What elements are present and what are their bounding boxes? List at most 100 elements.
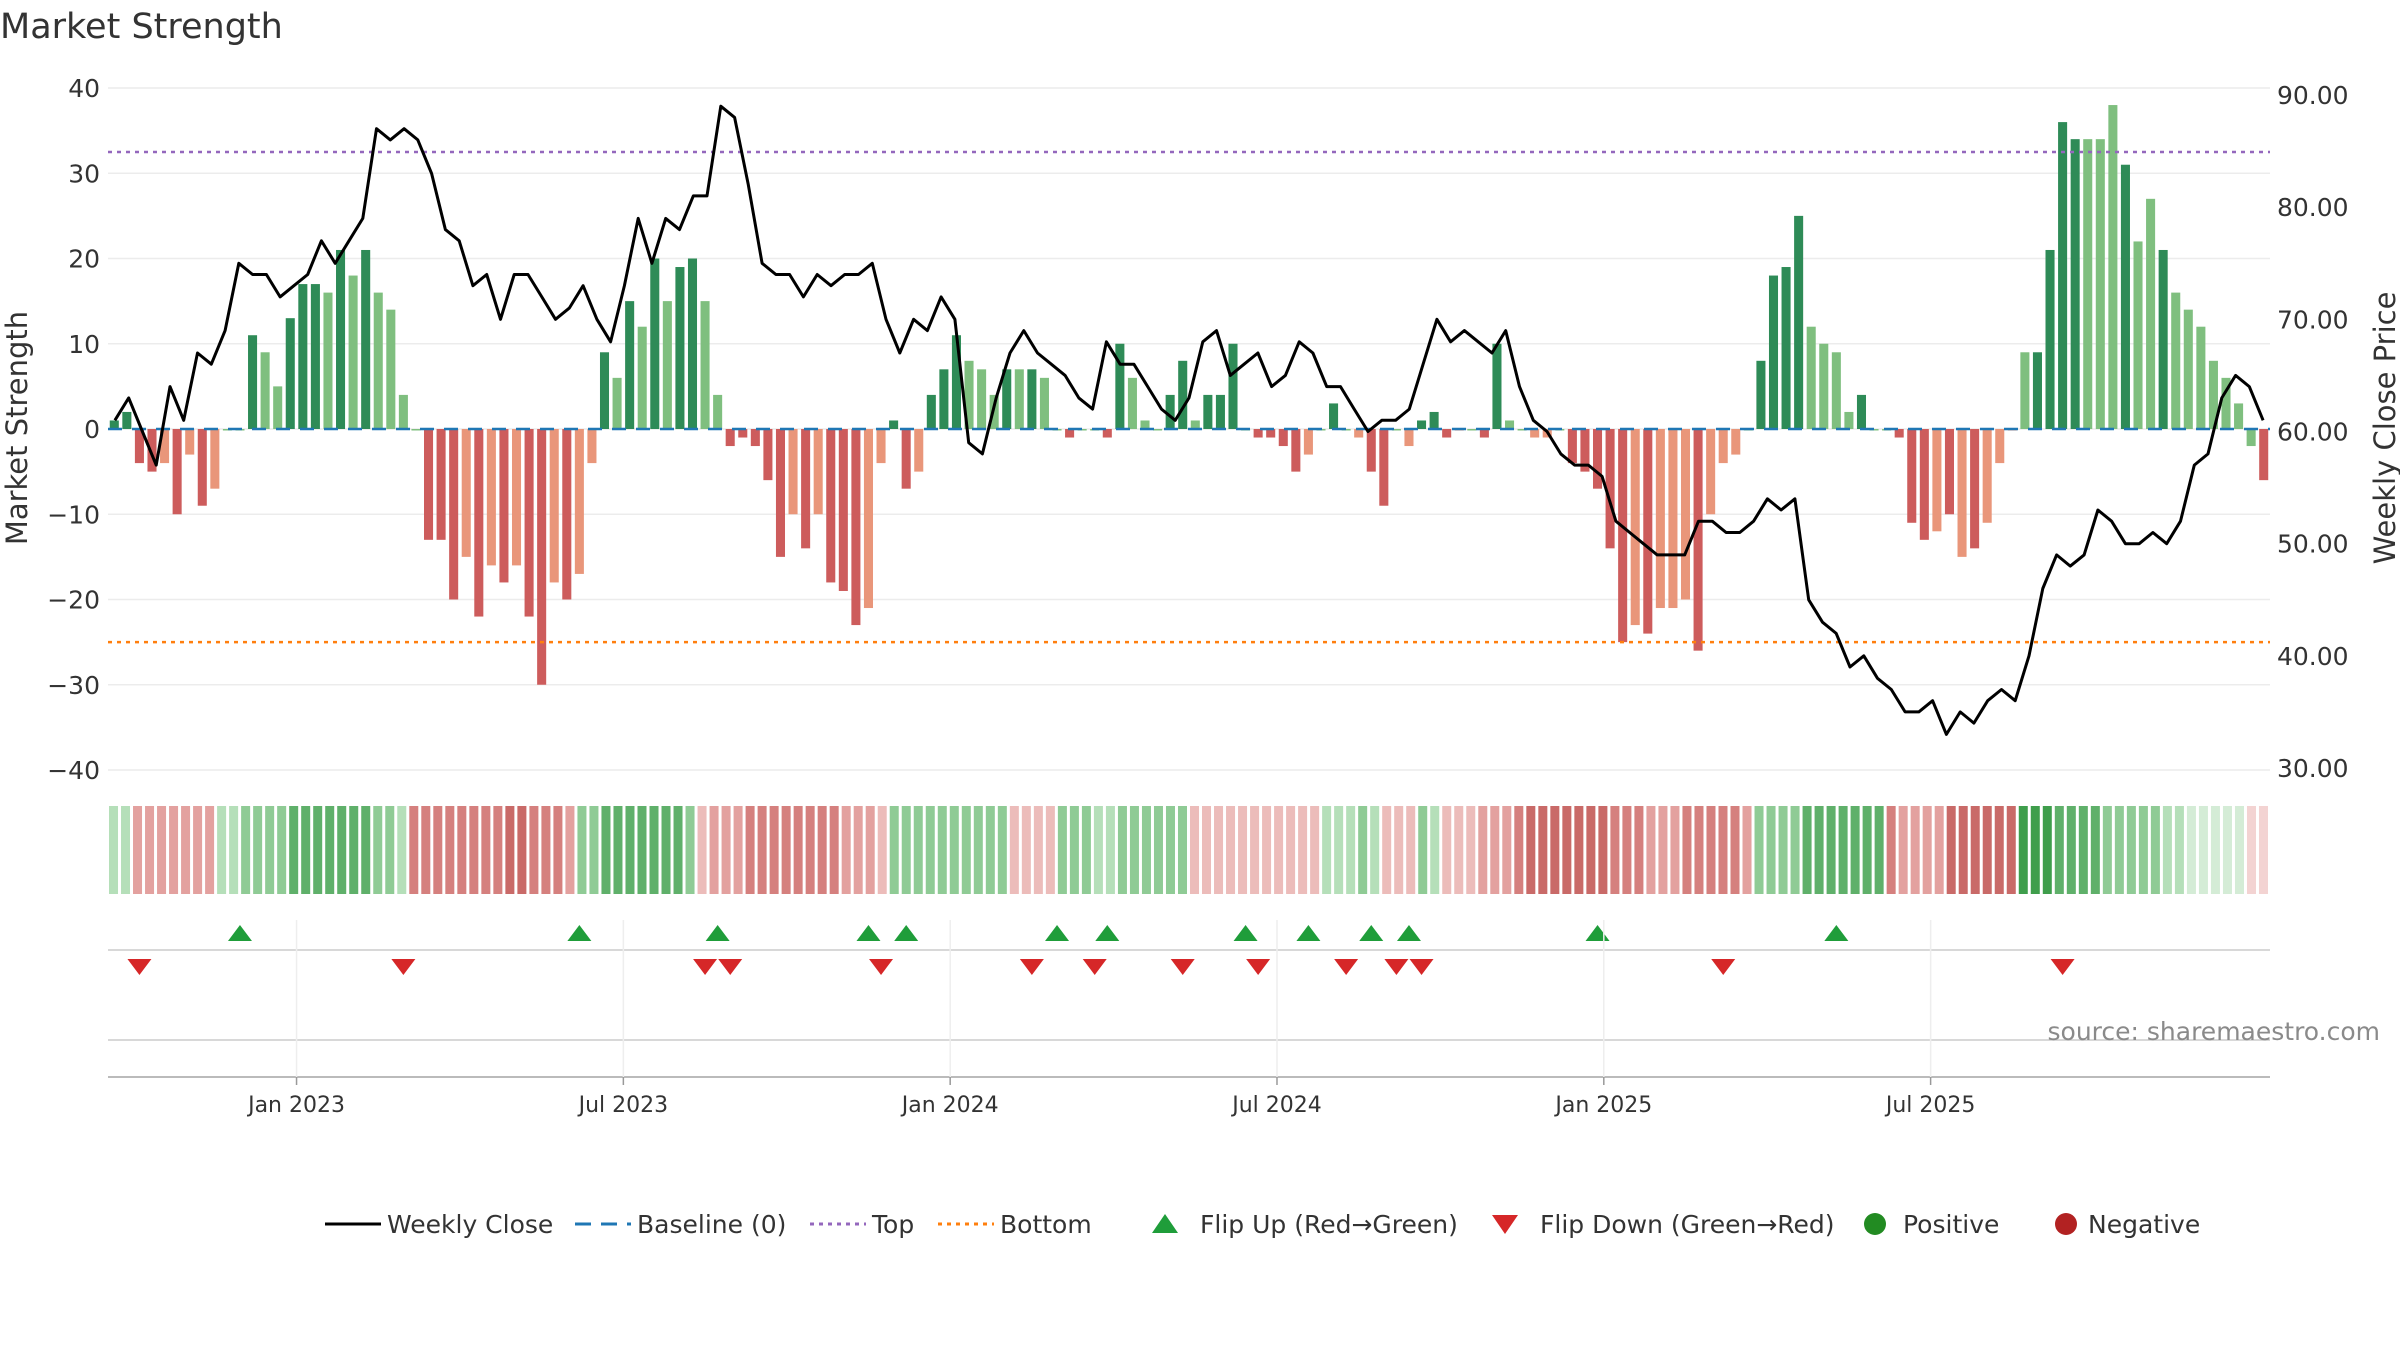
heat-cell [1910,806,1920,894]
y2-tick-label: 40.00 [2277,642,2349,671]
y-tick-label: 30 [68,159,100,188]
x-tick-label: Jan 2025 [1553,1093,1652,1118]
strength-bar [1530,429,1540,438]
strength-bar [2208,360,2218,429]
heat-cell [745,806,755,894]
heat-cell [1838,806,1848,894]
strength-bar [1982,429,1992,523]
heat-cell [1262,806,1272,894]
strength-bar [2259,429,2269,481]
heat-cell [961,806,971,894]
strength-bar [1027,369,1037,429]
heat-cell [133,806,143,894]
heat-cell [685,806,695,894]
heat-cell [2174,806,2184,894]
heat-cell [2186,806,2196,894]
strength-bar [436,429,446,540]
strength-bar [1819,343,1829,429]
strength-bar [373,292,383,429]
heat-cell [121,806,131,894]
heat-cell [1826,806,1836,894]
legend: Weekly Close Baseline (0) Top Bottom Flip Up… [325,1210,2200,1239]
strength-bar [1668,429,1678,609]
heat-cell [229,806,239,894]
strength-bar [424,429,434,540]
strength-bar [562,429,572,600]
heat-cell [1009,806,1019,894]
heat-cell [2222,806,2232,894]
heat-cell [1886,806,1896,894]
heat-cell [1454,806,1464,894]
strength-bar [1731,429,1741,455]
heat-cell [1790,806,1800,894]
flip-up-marker [1233,925,1258,941]
heat-cell [1298,806,1308,894]
legend-negative-icon [2055,1213,2077,1235]
strength-bar [1291,429,1301,472]
heat-cell [325,806,335,894]
strength-bar [700,301,710,429]
strength-bar [801,429,811,549]
strength-bar [1429,411,1439,429]
flip-down-marker [1019,959,1044,975]
y2-tick-label: 90.00 [2277,81,2349,110]
heat-cell [1550,806,1560,894]
strength-bar [197,429,207,506]
strength-bar [1894,429,1904,438]
strength-bar [1856,394,1867,429]
strength-bar [2020,352,2030,429]
strength-bar [1417,420,1427,429]
strength-bar [474,429,484,617]
heat-cell [937,806,947,894]
strength-bar [248,335,258,429]
heat-cell [1430,806,1440,894]
strength-bar [147,429,157,472]
heat-cell [457,806,467,894]
flip-up-marker [227,925,252,941]
strength-bar [1014,369,1024,429]
strength-bar [1379,429,1389,506]
heat-cell [1190,806,1200,894]
heat-cell [1478,806,1488,894]
strength-bar [1919,429,1929,540]
heat-cell [625,806,635,894]
flip-up-marker [1824,925,1849,941]
heat-cell [1574,806,1584,894]
heat-cell [2234,806,2244,894]
strength-bar [725,429,735,447]
heat-cell [2066,806,2076,894]
strength-bar [336,249,346,429]
heat-cell [193,806,203,894]
strength-bar [1228,343,1238,429]
strength-bar [1768,275,1779,429]
strength-bar [160,429,170,464]
strength-bar [172,429,182,515]
heat-cell [1370,806,1380,894]
strength-bar [599,352,610,429]
flip-up-marker [1359,925,1384,941]
strength-bar [587,429,597,464]
bars-layer [109,105,2269,685]
heat-cell [397,806,407,894]
strength-bar [1580,429,1590,472]
legend-label: Weekly Close [387,1210,553,1239]
legend-item: Flip Down (Green→Red) [1492,1210,1835,1239]
strength-bar [1102,429,1112,438]
strength-bar [1844,411,1854,429]
strength-bar [1065,429,1075,438]
heat-cell [805,806,815,894]
heat-cell [2006,806,2016,894]
heat-cell [2126,806,2136,894]
heat-cell [1418,806,1428,894]
strength-bar [1442,429,1452,438]
heat-cell [1117,806,1127,894]
weekly-close-line [113,104,2265,736]
strength-bar [361,249,371,429]
heat-cell [481,806,491,894]
heat-cell [1394,806,1404,894]
strength-bar [1203,394,1213,429]
strength-bar [2070,139,2080,429]
strength-bar [1140,420,1150,429]
y-tick-label: −40 [47,756,100,785]
legend-label: Flip Down (Green→Red) [1540,1210,1835,1239]
